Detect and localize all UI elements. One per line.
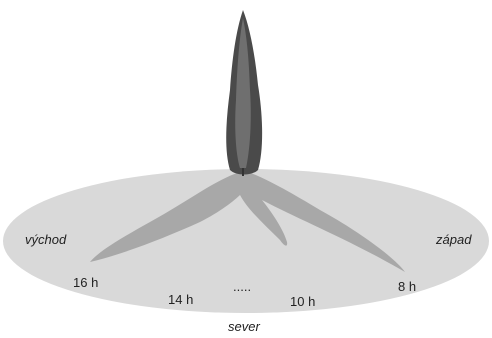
hour-label: 16 h xyxy=(73,275,98,290)
hour-label: 14 h xyxy=(168,292,193,307)
shadow-diagram: východ západ sever 16 h 14 h ..... 10 h … xyxy=(0,0,492,338)
label-east: východ xyxy=(25,232,67,247)
cypress-tree xyxy=(226,10,262,176)
label-north: sever xyxy=(228,319,260,334)
hour-label: 8 h xyxy=(398,279,416,294)
hour-label: ..... xyxy=(233,279,251,294)
label-west: západ xyxy=(435,232,472,247)
hour-label: 10 h xyxy=(290,294,315,309)
